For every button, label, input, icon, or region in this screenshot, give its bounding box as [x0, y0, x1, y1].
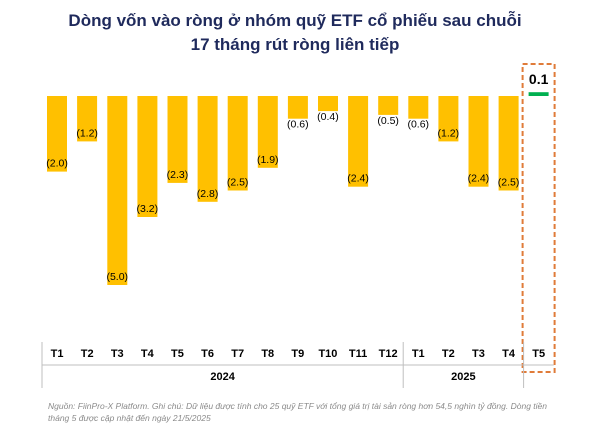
bar-3: [137, 96, 158, 217]
x-tick-label-11: T12: [379, 348, 398, 360]
x-tick-label-16: T5: [532, 348, 545, 360]
year-label-1: 2025: [451, 371, 475, 383]
x-tick-label-4: T5: [171, 348, 184, 360]
data-label-5: (2.8): [197, 188, 219, 200]
data-label-7: (1.9): [257, 154, 279, 166]
x-tick-label-6: T7: [231, 348, 244, 360]
x-tick-label-5: T6: [201, 348, 214, 360]
bar-10: [348, 96, 369, 187]
x-tick-label-13: T2: [442, 348, 455, 360]
x-tick-label-10: T11: [349, 348, 367, 360]
x-tick-label-15: T4: [502, 348, 516, 360]
bar-6: [227, 96, 248, 191]
data-label-8: (0.6): [287, 119, 309, 131]
bar-2: [107, 96, 128, 285]
data-label-16: 0.1: [529, 71, 549, 87]
x-tick-label-7: T8: [261, 348, 274, 360]
data-label-10: (2.4): [347, 173, 369, 185]
x-tick-label-3: T4: [141, 348, 155, 360]
data-label-15: (2.5): [498, 177, 520, 189]
bar-12: [408, 96, 429, 119]
data-label-0: (2.0): [46, 158, 68, 170]
data-label-6: (2.5): [227, 177, 249, 189]
chart-title-line-2: 17 tháng rút ròng liên tiếp: [190, 35, 400, 54]
bar-8: [287, 96, 308, 119]
bar-9: [318, 96, 338, 112]
data-label-9: (0.4): [317, 111, 339, 123]
data-label-14: (2.4): [468, 173, 490, 185]
x-tick-label-14: T3: [472, 348, 485, 360]
bar-16: [528, 92, 549, 96]
bar-5: [197, 96, 218, 202]
x-tick-label-0: T1: [51, 348, 64, 360]
year-label-0: 2024: [210, 371, 235, 383]
x-tick-label-8: T9: [291, 348, 304, 360]
source-note: Nguồn: FiinPro-X Platform. Ghi chú: Dữ l…: [48, 401, 547, 423]
data-label-12: (0.6): [407, 119, 429, 131]
data-label-3: (3.2): [137, 203, 159, 215]
x-tick-label-1: T2: [81, 348, 94, 360]
x-tick-label-9: T10: [318, 348, 337, 360]
chart-title-line-1: Dòng vốn vào ròng ở nhóm quỹ ETF cổ phiế…: [68, 11, 522, 30]
data-label-1: (1.2): [76, 127, 98, 139]
data-label-2: (5.0): [106, 271, 128, 283]
bar-15: [498, 96, 519, 191]
x-tick-label-12: T1: [412, 348, 425, 360]
bar-1: [77, 96, 98, 142]
highlight-box: [521, 63, 556, 373]
bar-14: [468, 96, 489, 187]
data-label-4: (2.3): [167, 169, 189, 181]
data-label-11: (0.5): [377, 115, 399, 127]
bar-11: [378, 96, 399, 115]
bar-13: [438, 96, 459, 142]
bar-7: [257, 96, 278, 168]
x-tick-label-2: T3: [111, 348, 124, 360]
bar-0: [47, 96, 67, 172]
data-label-13: (1.2): [438, 127, 460, 139]
bar-4: [167, 96, 188, 183]
